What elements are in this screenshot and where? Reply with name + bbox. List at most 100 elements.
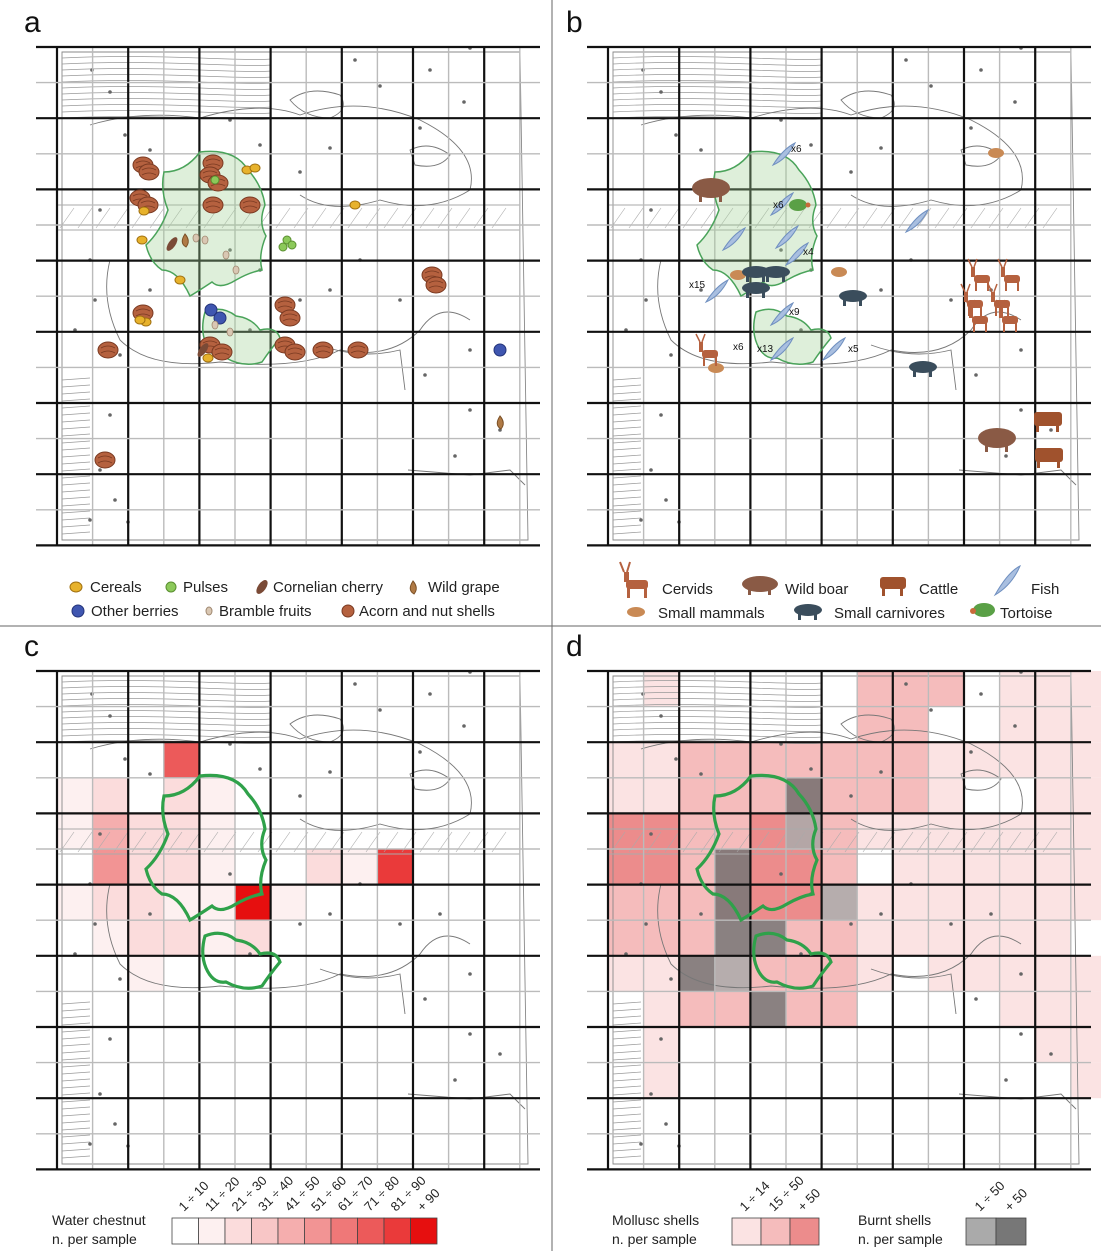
hatch-line — [61, 1036, 91, 1040]
density-cell — [306, 849, 342, 885]
hatch-line — [612, 412, 642, 416]
density-cell — [128, 920, 164, 956]
hatch-line — [61, 1078, 91, 1082]
count-label: x13 — [757, 344, 774, 355]
hatch-line — [61, 1071, 91, 1075]
density-cell — [163, 884, 200, 921]
density-cell — [163, 955, 200, 992]
legend-subtitle: n. per sample — [52, 1231, 137, 1247]
hatch-line — [612, 517, 642, 521]
cornelian-cherry-icon — [197, 343, 209, 357]
bramble-icon — [201, 235, 209, 245]
find-marker — [113, 1122, 117, 1126]
density-cell — [92, 849, 129, 885]
legend-item-acorn-nut-shells: Acorn and nut shells — [341, 603, 495, 620]
hatch-line — [61, 384, 91, 388]
find-marker — [108, 413, 112, 417]
find-marker — [969, 126, 973, 130]
burnt-cell — [821, 884, 858, 921]
nut-shell-icon — [341, 604, 355, 618]
density-cell — [1035, 706, 1071, 743]
density-cell — [964, 742, 1000, 778]
legend-label: Acorn and nut shells — [359, 603, 495, 620]
fish-icon — [993, 564, 1021, 597]
hatch-line — [612, 104, 823, 108]
density-cell — [857, 920, 893, 956]
density-cell — [857, 884, 893, 921]
pulse-icon — [210, 175, 220, 185]
density-cell — [964, 920, 1000, 956]
density-cell — [270, 884, 307, 921]
hatch-line — [612, 1085, 642, 1089]
hatch-line — [612, 716, 823, 720]
hatch-line — [612, 56, 823, 60]
small-mammal-icon — [730, 270, 746, 280]
find-marker — [468, 408, 472, 412]
legend-swatch — [410, 1217, 438, 1245]
panel-letter-b: b — [566, 6, 583, 39]
density-cell — [57, 884, 93, 921]
density-cell — [1070, 813, 1101, 849]
hatch-line — [612, 1057, 642, 1061]
nut-shell-icon — [97, 341, 119, 359]
hatch-line — [612, 710, 823, 714]
density-cell — [1035, 777, 1071, 814]
burnt-cell — [714, 849, 751, 885]
hatch-line — [61, 1064, 91, 1068]
hatched-area — [612, 56, 823, 535]
density-cell — [1035, 884, 1071, 921]
find-marker — [664, 498, 668, 502]
density-cell — [750, 813, 786, 849]
density-cell — [306, 884, 342, 921]
panel-letter-d: d — [566, 630, 583, 663]
hatch-line — [612, 461, 642, 465]
feature-outline — [958, 469, 1077, 486]
hatch-line — [612, 1099, 642, 1103]
panel-letter-c: c — [24, 630, 39, 663]
legend-item-tortoise: Tortoise — [970, 603, 1053, 622]
hatch-line — [612, 86, 823, 90]
hatch-line — [61, 728, 272, 732]
wild-grape-icon — [181, 233, 189, 248]
cattle-icon — [1034, 412, 1062, 432]
find-marker — [298, 170, 302, 174]
find-marker — [649, 1092, 653, 1096]
find-marker — [1013, 100, 1017, 104]
mollusc-legend-title: Mollusc shells — [612, 1212, 699, 1228]
legend-label: Bramble fruits — [219, 603, 312, 620]
fish-icon — [769, 336, 795, 362]
density-cell — [306, 813, 342, 849]
hatch-line — [61, 1148, 91, 1152]
density-cell — [643, 1062, 680, 1099]
hatch-line — [612, 110, 823, 114]
wild-grape-icon — [409, 580, 417, 595]
water-chestnut-cells — [57, 742, 485, 1063]
hatch-line — [61, 1113, 91, 1117]
density-cell — [128, 955, 164, 992]
hatch-line — [61, 426, 91, 430]
density-cell — [199, 849, 235, 885]
hatch-line — [61, 391, 91, 395]
cereal-icon — [69, 581, 83, 593]
hatch-line — [612, 398, 642, 402]
feature-outline — [657, 883, 1022, 989]
find-marker — [418, 750, 422, 754]
mollusc-legend-subtitle: n. per sample — [612, 1231, 697, 1247]
density-cell — [377, 884, 413, 921]
find-marker — [453, 1078, 457, 1082]
hut-north — [144, 773, 268, 923]
find-marker — [148, 912, 152, 916]
hatch-line — [612, 98, 823, 102]
hatch-line — [612, 1120, 642, 1124]
bramble-icon — [211, 320, 219, 330]
density-cell — [928, 813, 964, 849]
hatch-line — [612, 426, 642, 430]
density-cell — [857, 813, 893, 849]
pulse-icon — [287, 240, 297, 250]
hatch-line — [61, 680, 272, 684]
hatch-line — [61, 710, 272, 714]
density-cell — [199, 884, 235, 921]
find-marker — [1049, 428, 1053, 432]
density-cell — [1035, 920, 1071, 956]
bramble-icon — [226, 327, 234, 337]
